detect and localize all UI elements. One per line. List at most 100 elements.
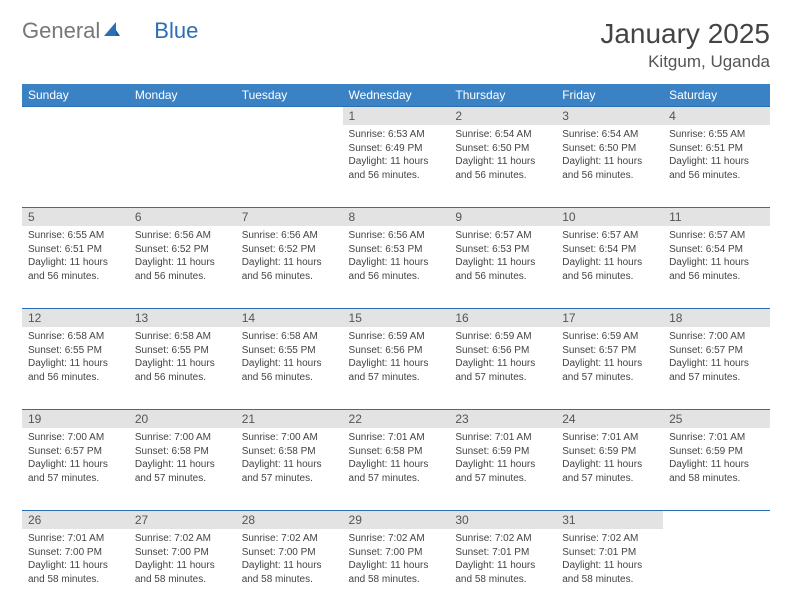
logo-text-general: General [22,18,100,44]
day-number: 19 [22,409,129,428]
day-number-cell: 14 [236,308,343,327]
day-body-cell: Sunrise: 6:57 AMSunset: 6:54 PMDaylight:… [556,226,663,308]
day-body-cell: Sunrise: 7:01 AMSunset: 6:59 PMDaylight:… [663,428,770,510]
day-number: 1 [343,106,450,125]
day-number: 30 [449,510,556,529]
day-number-cell: 10 [556,207,663,226]
day-details: Sunrise: 6:59 AMSunset: 6:56 PMDaylight:… [343,327,450,390]
day-number: 16 [449,308,556,327]
day-number-cell: 27 [129,510,236,529]
day-details: Sunrise: 6:59 AMSunset: 6:56 PMDaylight:… [449,327,556,390]
weekday-header: Sunday [22,84,129,106]
day-details: Sunrise: 7:00 AMSunset: 6:57 PMDaylight:… [22,428,129,491]
day-body-cell: Sunrise: 6:56 AMSunset: 6:52 PMDaylight:… [129,226,236,308]
day-number-cell: 9 [449,207,556,226]
day-number: 17 [556,308,663,327]
day-number-cell: 25 [663,409,770,428]
day-number: 9 [449,207,556,226]
day-details: Sunrise: 6:58 AMSunset: 6:55 PMDaylight:… [22,327,129,390]
day-details: Sunrise: 7:02 AMSunset: 7:01 PMDaylight:… [556,529,663,592]
day-number-cell: 3 [556,106,663,125]
day-body-cell: Sunrise: 6:54 AMSunset: 6:50 PMDaylight:… [449,125,556,207]
day-body-cell: Sunrise: 6:59 AMSunset: 6:57 PMDaylight:… [556,327,663,409]
day-body-cell: Sunrise: 6:59 AMSunset: 6:56 PMDaylight:… [343,327,450,409]
logo-sail-icon [102,18,122,44]
day-details: Sunrise: 7:00 AMSunset: 6:57 PMDaylight:… [663,327,770,390]
day-details: Sunrise: 7:02 AMSunset: 7:00 PMDaylight:… [129,529,236,592]
day-number-cell: 31 [556,510,663,529]
day-body-cell: Sunrise: 6:57 AMSunset: 6:53 PMDaylight:… [449,226,556,308]
day-body-row: Sunrise: 6:53 AMSunset: 6:49 PMDaylight:… [22,125,770,207]
day-number: 6 [129,207,236,226]
day-number-cell [236,106,343,125]
header: General Blue January 2025 Kitgum, Uganda [22,18,770,72]
day-body-cell: Sunrise: 6:58 AMSunset: 6:55 PMDaylight:… [22,327,129,409]
day-number-cell: 20 [129,409,236,428]
day-number-cell: 24 [556,409,663,428]
title-block: January 2025 Kitgum, Uganda [600,18,770,72]
day-body-row: Sunrise: 6:55 AMSunset: 6:51 PMDaylight:… [22,226,770,308]
day-number: 31 [556,510,663,529]
day-number-cell: 18 [663,308,770,327]
day-number: 11 [663,207,770,226]
day-number-cell: 13 [129,308,236,327]
day-body-cell: Sunrise: 6:53 AMSunset: 6:49 PMDaylight:… [343,125,450,207]
day-details: Sunrise: 6:56 AMSunset: 6:52 PMDaylight:… [236,226,343,289]
day-body-row: Sunrise: 7:00 AMSunset: 6:57 PMDaylight:… [22,428,770,510]
day-number-row: 1234 [22,106,770,125]
logo-text-blue: Blue [154,18,198,44]
day-body-cell: Sunrise: 7:00 AMSunset: 6:57 PMDaylight:… [22,428,129,510]
day-details: Sunrise: 6:56 AMSunset: 6:52 PMDaylight:… [129,226,236,289]
day-number: 14 [236,308,343,327]
weekday-header: Saturday [663,84,770,106]
weekday-header: Friday [556,84,663,106]
day-details: Sunrise: 7:00 AMSunset: 6:58 PMDaylight:… [236,428,343,491]
day-number: 13 [129,308,236,327]
weekday-header-row: SundayMondayTuesdayWednesdayThursdayFrid… [22,84,770,106]
day-details: Sunrise: 6:56 AMSunset: 6:53 PMDaylight:… [343,226,450,289]
day-details: Sunrise: 7:01 AMSunset: 6:59 PMDaylight:… [449,428,556,491]
day-body-cell: Sunrise: 7:02 AMSunset: 7:00 PMDaylight:… [236,529,343,611]
day-number-cell: 28 [236,510,343,529]
day-number-cell: 4 [663,106,770,125]
day-details: Sunrise: 7:00 AMSunset: 6:58 PMDaylight:… [129,428,236,491]
day-number-cell [663,510,770,529]
day-body-row: Sunrise: 7:01 AMSunset: 7:00 PMDaylight:… [22,529,770,611]
logo: General Blue [22,18,198,44]
day-details: Sunrise: 6:54 AMSunset: 6:50 PMDaylight:… [556,125,663,188]
day-number: 8 [343,207,450,226]
day-number: 3 [556,106,663,125]
day-number-cell: 22 [343,409,450,428]
day-number-row: 262728293031 [22,510,770,529]
day-number: 26 [22,510,129,529]
day-details: Sunrise: 6:53 AMSunset: 6:49 PMDaylight:… [343,125,450,188]
day-body-cell: Sunrise: 7:02 AMSunset: 7:01 PMDaylight:… [556,529,663,611]
day-body-cell: Sunrise: 7:00 AMSunset: 6:58 PMDaylight:… [236,428,343,510]
day-number-cell: 19 [22,409,129,428]
day-details: Sunrise: 7:01 AMSunset: 6:58 PMDaylight:… [343,428,450,491]
day-number: 20 [129,409,236,428]
location-label: Kitgum, Uganda [600,52,770,72]
day-details: Sunrise: 7:01 AMSunset: 6:59 PMDaylight:… [663,428,770,491]
day-details: Sunrise: 6:58 AMSunset: 6:55 PMDaylight:… [236,327,343,390]
day-details: Sunrise: 7:02 AMSunset: 7:00 PMDaylight:… [343,529,450,592]
day-body-cell: Sunrise: 7:01 AMSunset: 6:59 PMDaylight:… [556,428,663,510]
day-number-row: 12131415161718 [22,308,770,327]
calendar-table: SundayMondayTuesdayWednesdayThursdayFrid… [22,84,770,611]
day-body-cell: Sunrise: 6:55 AMSunset: 6:51 PMDaylight:… [663,125,770,207]
day-body-cell [22,125,129,207]
day-number: 7 [236,207,343,226]
day-details: Sunrise: 7:02 AMSunset: 7:01 PMDaylight:… [449,529,556,592]
day-body-cell [236,125,343,207]
day-body-cell: Sunrise: 7:01 AMSunset: 6:59 PMDaylight:… [449,428,556,510]
day-body-cell [663,529,770,611]
weekday-header: Monday [129,84,236,106]
page-title: January 2025 [600,18,770,50]
day-details: Sunrise: 6:55 AMSunset: 6:51 PMDaylight:… [663,125,770,188]
day-number: 21 [236,409,343,428]
day-details: Sunrise: 6:57 AMSunset: 6:54 PMDaylight:… [663,226,770,289]
day-body-cell: Sunrise: 7:02 AMSunset: 7:00 PMDaylight:… [343,529,450,611]
day-number: 22 [343,409,450,428]
day-body-cell: Sunrise: 7:02 AMSunset: 7:00 PMDaylight:… [129,529,236,611]
day-number-cell: 7 [236,207,343,226]
